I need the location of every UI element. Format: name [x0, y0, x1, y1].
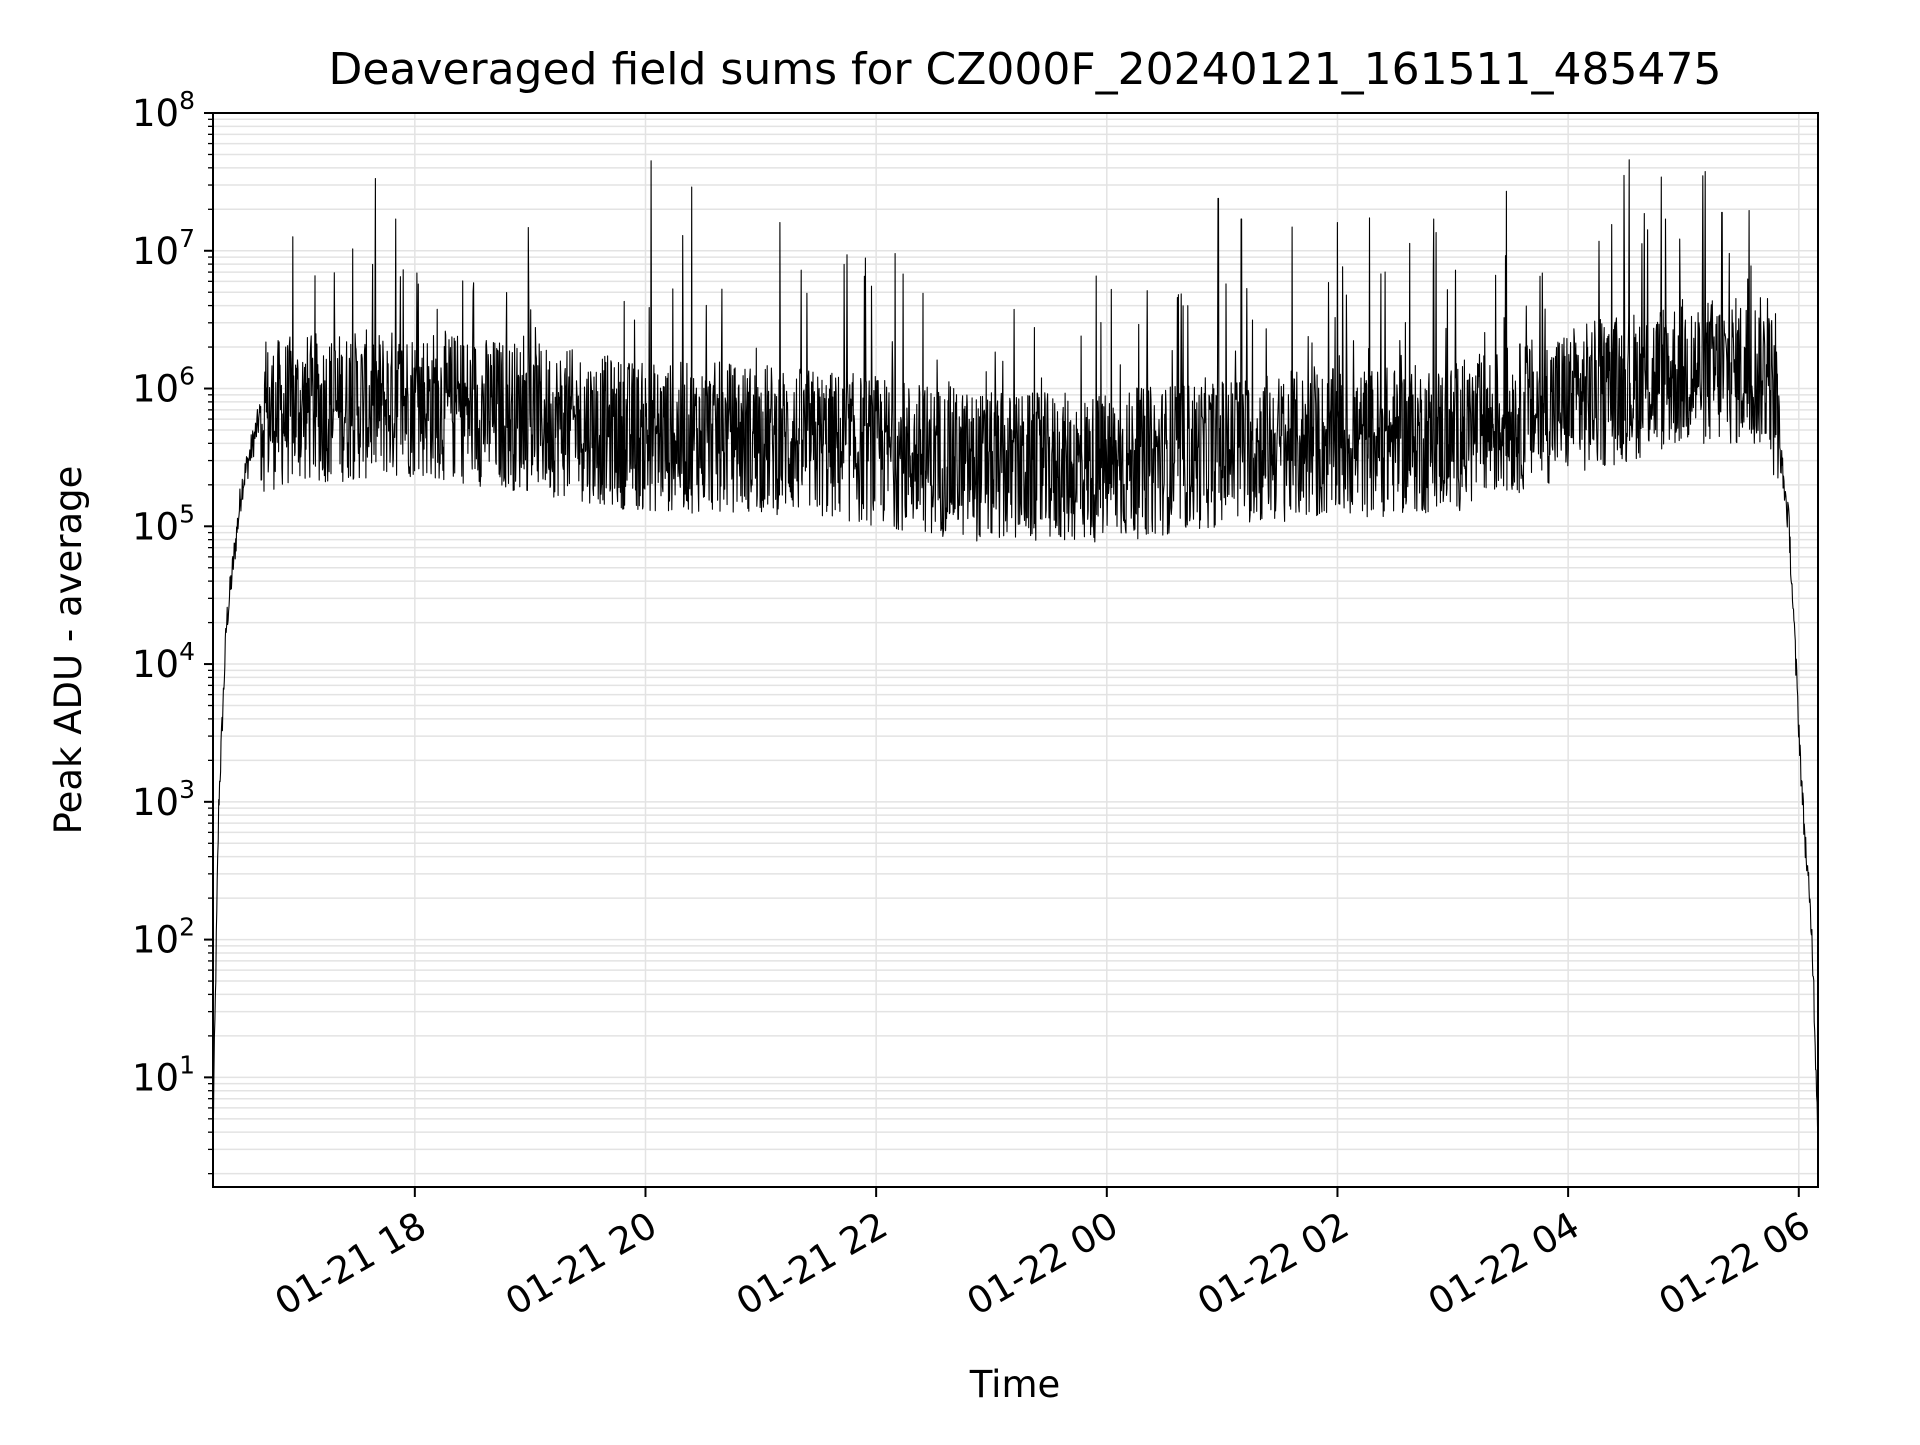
chart-title: Deaveraged field sums for CZ000F_2024012…	[328, 44, 1721, 95]
series-layer	[212, 159, 1819, 1145]
y-tick-label: 108	[132, 86, 195, 135]
x-tick-label: 01-21 22	[729, 1204, 895, 1324]
y-tick-label: 105	[132, 499, 195, 548]
x-tick-label: 01-21 20	[498, 1204, 664, 1324]
series-line	[212, 159, 1819, 1145]
y-tick-label: 101	[132, 1050, 195, 1099]
y-tick-label: 104	[132, 637, 195, 686]
x-tick-label: 01-21 18	[268, 1204, 434, 1324]
x-tick-label: 01-22 02	[1190, 1204, 1356, 1324]
y-tick-label: 107	[132, 224, 195, 273]
y-tick-label: 102	[132, 913, 195, 962]
y-tick-labels: 101 102 103 104 105 106 107 108	[132, 86, 195, 1099]
grid	[213, 112, 1818, 1187]
x-tick-label: 01-22 00	[960, 1204, 1126, 1324]
x-tick-labels: 01-21 18 01-21 20 01-21 22 01-22 00 01-22 02…	[268, 1204, 1818, 1324]
ticks	[204, 112, 1800, 1197]
plot-frame	[212, 112, 1819, 1188]
y-tick-label: 103	[132, 775, 195, 824]
x-tick-label: 01-22 06	[1652, 1204, 1818, 1324]
y-tick-label: 106	[132, 362, 195, 411]
x-axis-label: Time	[969, 1363, 1061, 1406]
y-axis-label: Peak ADU - average	[47, 466, 90, 835]
x-tick-label: 01-22 04	[1421, 1204, 1587, 1324]
